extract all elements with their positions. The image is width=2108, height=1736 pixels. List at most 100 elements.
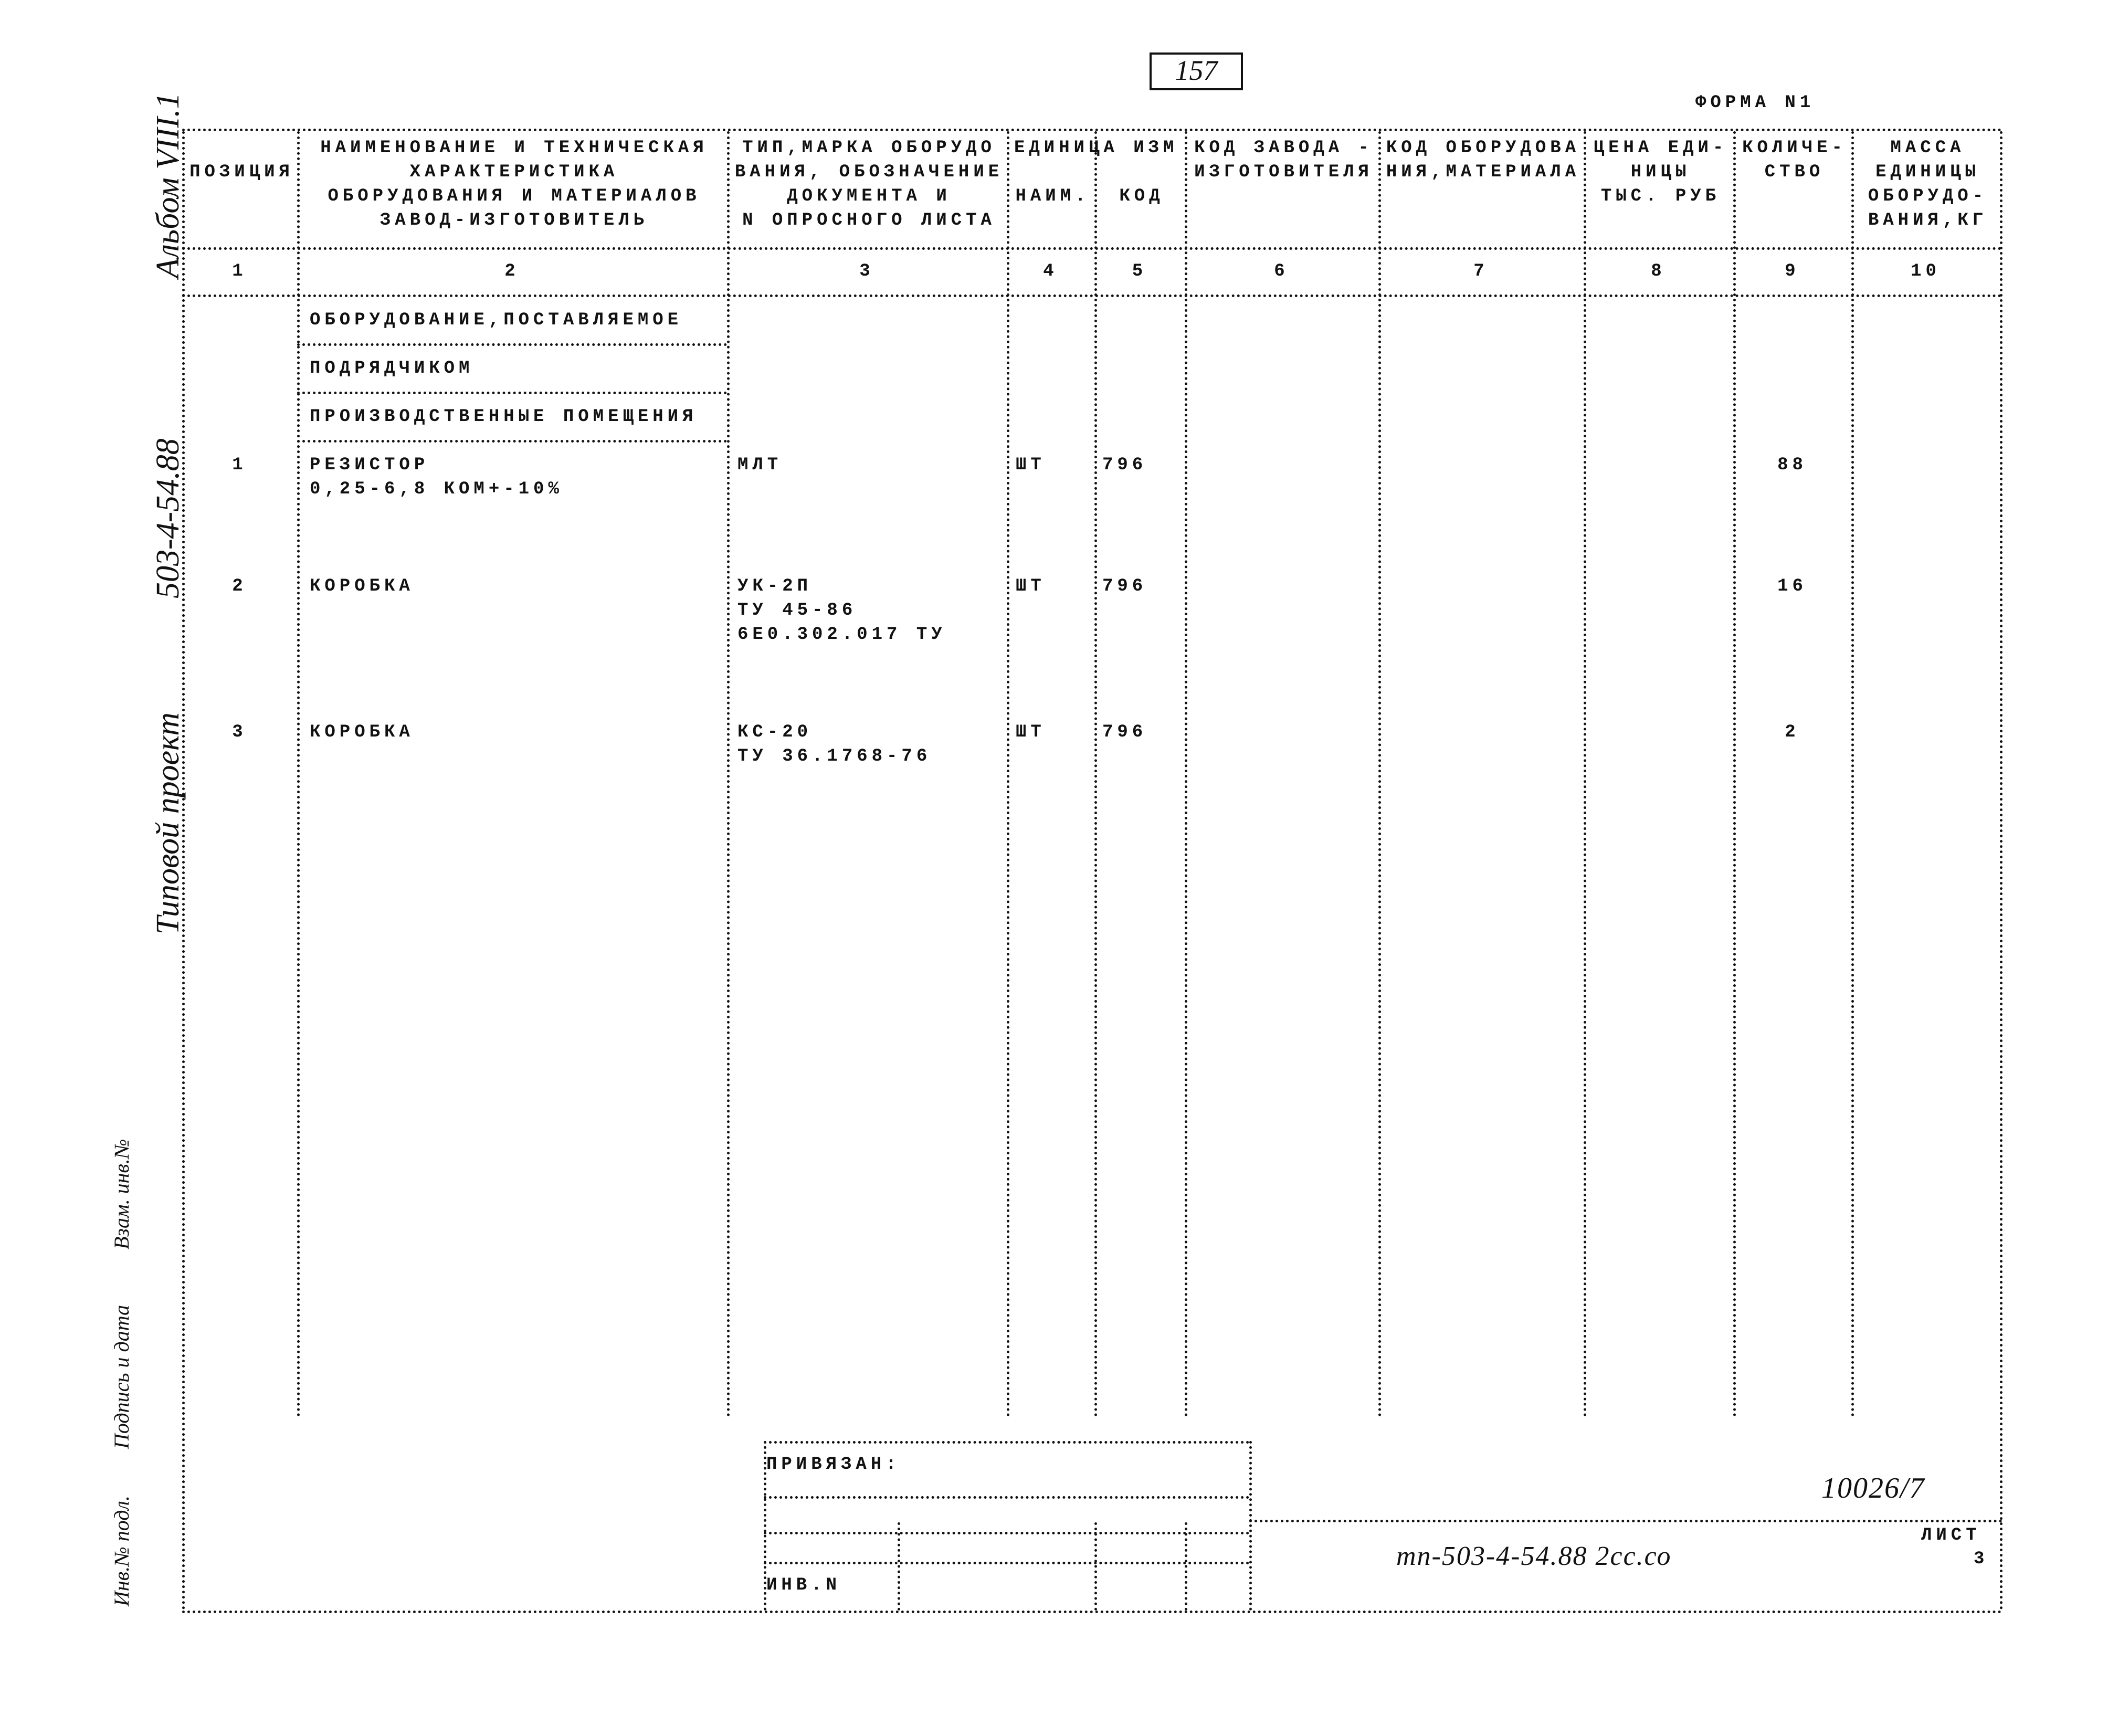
item-code: 796 [1102,455,1147,475]
section-label: ПОДРЯДЧИКОМ [310,359,474,378]
form-label: ФОРМА N1 [1695,93,1815,113]
column-rule [1378,131,1381,1417]
header-cell: ВАНИЯ, ОБОЗНАЧЕНИЕ [734,162,1004,182]
item-unit: ШТ [1016,455,1046,475]
header-cell: ДОКУМЕНТА И [787,186,951,206]
column-number: 1 [232,261,247,281]
stamp-rule [1094,1522,1097,1611]
item-name: 0,25-6,8 КОМ+-10% [310,479,563,499]
header-cell: СТВО [1764,162,1825,182]
header-cell: ОБОРУДОВАНИЯ И МАТЕРИАЛОВ [328,186,701,206]
header-cell: ЕДИНИЦА ИЗМ [1014,138,1178,158]
side-sign-date: Подпись и дата [110,1304,133,1449]
column-number: 4 [1043,261,1058,281]
section-rule [297,440,727,443]
column-rule [1185,131,1187,1417]
column-number: 10 [1911,261,1941,281]
column-number: 3 [859,261,874,281]
header-cell: КОД ЗАВОДА - [1194,138,1373,158]
inv-label: ИНВ.N [766,1575,841,1595]
column-number: 7 [1473,261,1489,281]
header-cell: КОД ОБОРУДОВА [1386,138,1580,158]
stamp-rule [1185,1522,1187,1611]
section-label: ПРОИЗВОДСТВЕННЫЕ ПОМЕЩЕНИЯ [310,407,698,427]
header-cell: ВАНИЯ,КГ [1868,211,1988,230]
column-rule [1094,131,1097,1417]
sheet-number: 3 [1974,1549,1989,1569]
header-cell: N ОПРОСНОГО ЛИСТА [742,211,996,230]
item-type: ТУ 36.1768-76 [737,746,932,766]
section-label: ОБОРУДОВАНИЕ,ПОСТАВЛЯЕМОЕ [310,310,683,330]
header-cell: ТИП,МАРКА ОБОРУДО [742,138,996,158]
item-quantity: 16 [1777,576,1807,596]
doc-number: 10026/7 [1821,1472,1925,1504]
doc-code: тп-503-4-54.88 2сс.со [1396,1541,1672,1571]
header-cell: НАИМ. [1015,186,1090,206]
item-unit: ШТ [1016,722,1046,742]
stamp-rule [764,1532,1249,1534]
table-rule [182,294,2002,297]
sheet-label: ЛИСТ [1921,1525,1981,1545]
header-cell: ЦЕНА ЕДИ- [1593,138,1728,158]
header-cell: ЕДИНИЦЫ [1875,162,1980,182]
column-rule [1584,131,1586,1417]
column-rule [297,131,300,1417]
column-number: 2 [504,261,520,281]
item-code: 796 [1102,722,1147,742]
stamp-rule [764,1441,1249,1444]
stamp-rule [764,1496,1249,1499]
column-rule [1007,131,1009,1417]
item-position: 1 [232,455,247,475]
column-number: 8 [1651,261,1666,281]
column-rule [1733,131,1736,1417]
column-rule [727,131,730,1417]
stamp-rule [1249,1520,2002,1522]
item-quantity: 2 [1785,722,1800,742]
section-rule [297,343,727,346]
item-type: ТУ 45-86 [737,601,857,620]
header-cell: НАИМЕНОВАНИЕ И ТЕХНИЧЕСКАЯ [320,138,708,158]
side-project-code: 503-4-54.88 [150,438,186,598]
table-rule [182,129,2002,131]
column-number: 6 [1274,261,1289,281]
stamp-rule [764,1441,766,1611]
column-rule [1851,131,1854,1417]
side-album: Альбом VIII.1 [150,92,186,278]
item-name: КОРОБКА [310,576,414,596]
item-position: 2 [232,576,247,596]
header-cell: НИЦЫ [1630,162,1691,182]
table-rule [182,247,2002,250]
column-number: 9 [1785,261,1800,281]
item-type: КС-20 [737,722,813,742]
page-number-stamp: 157 [1150,52,1243,90]
bound-label: ПРИВЯЗАН: [766,1455,901,1475]
stamp-rule [898,1522,900,1611]
header-cell: ТЫС. РУБ [1600,186,1721,206]
side-replace-inv: Взам. инв.№ [110,1139,133,1250]
table-rule [182,1611,2002,1613]
header-cell: КОД [1119,186,1164,206]
item-type: 6Е0.302.017 ТУ [737,625,946,645]
header-cell: МАССА [1890,138,1965,158]
header-cell: ИЗГОТОВИТЕЛЯ [1194,162,1373,182]
stamp-rule [1249,1441,1252,1611]
header-cell: ОБОРУДО- [1868,186,1988,206]
header-cell: ЗАВОД-ИЗГОТОВИТЕЛЬ [380,211,649,230]
item-position: 3 [232,722,247,742]
item-unit: ШТ [1016,576,1046,596]
section-rule [297,392,727,394]
side-inv-orig: Инв.№ подл. [110,1496,133,1606]
item-name: РЕЗИСТОР [310,455,429,475]
column-number: 5 [1132,261,1147,281]
item-code: 796 [1102,576,1147,596]
column-rule [2000,131,2002,1611]
header-cell: ХАРАКТЕРИСТИКА [409,162,619,182]
header-cell: ПОЗИЦИЯ [189,162,294,182]
item-type: УК-2П [737,576,813,596]
item-name: КОРОБКА [310,722,414,742]
stamp-rule [764,1562,1249,1564]
item-type: МЛТ [737,455,783,475]
item-quantity: 88 [1777,455,1807,475]
side-project-type: Типовой проект [150,712,186,934]
header-cell: НИЯ,МАТЕРИАЛА [1386,162,1580,182]
